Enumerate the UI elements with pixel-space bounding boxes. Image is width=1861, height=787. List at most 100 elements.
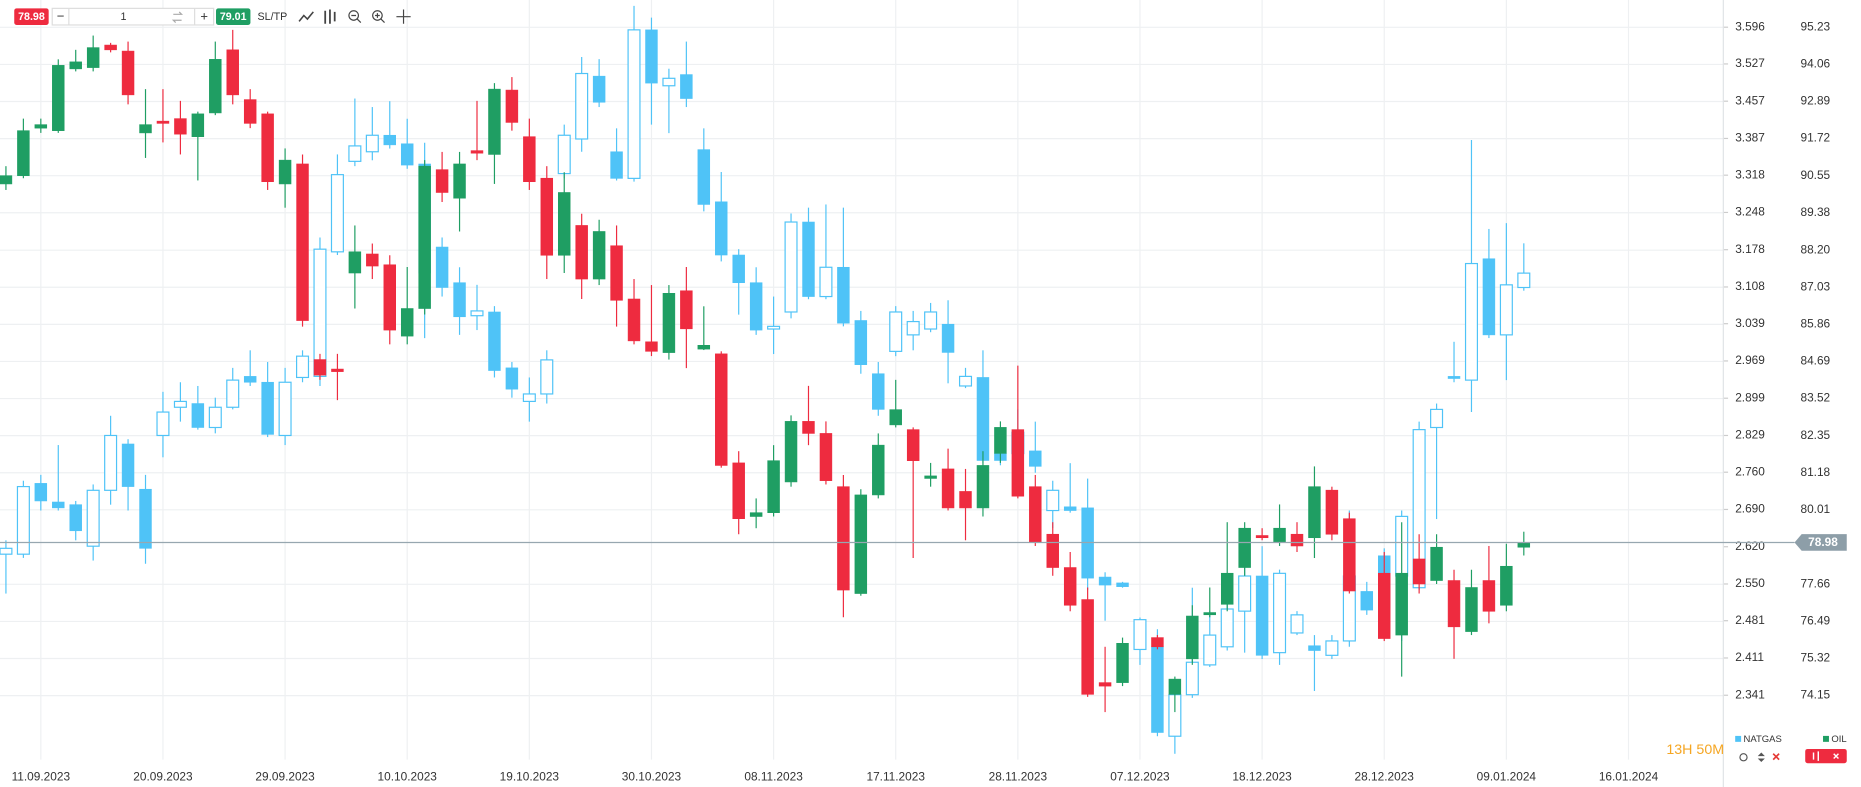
candle-body [540, 359, 554, 395]
y2-tick-label: 3.318 [1735, 167, 1765, 181]
candle-body [505, 89, 519, 123]
candle-body [348, 145, 362, 162]
candle-body [121, 50, 135, 96]
candle-body [662, 293, 676, 353]
candle-body [941, 323, 955, 353]
y2-tick-label: 2.690 [1735, 502, 1765, 516]
x-tick-label: 19.10.2023 [500, 770, 560, 784]
candle-body [1430, 546, 1443, 581]
candle-body [1151, 646, 1164, 733]
candle-body [1500, 565, 1513, 606]
candle-body [226, 49, 239, 96]
candle-body [557, 134, 571, 175]
y-tick-label: 82.35 [1800, 428, 1830, 442]
candle-body [784, 221, 798, 313]
candle-body [540, 177, 554, 256]
sell-box[interactable] [14, 8, 49, 25]
x-tick-label: 16.01.2024 [1599, 770, 1659, 784]
candle-body [1517, 542, 1531, 548]
quantity-input[interactable]: 1 [120, 11, 126, 23]
candle-body [470, 310, 484, 317]
candle-body [453, 282, 466, 318]
candle-body [610, 245, 623, 301]
order-icon[interactable] [1757, 752, 1765, 763]
candle-body [278, 159, 292, 185]
sltp-button[interactable]: SL/TP [258, 11, 288, 23]
candle-body [958, 375, 973, 387]
sell-price[interactable]: 78.98 [18, 11, 45, 23]
candle-body [16, 485, 30, 555]
candle-body [261, 381, 274, 435]
candle-body [1447, 376, 1461, 379]
remove-icon[interactable] [1772, 753, 1780, 761]
x-tick-label: 09.01.2024 [1477, 770, 1537, 784]
oil-controls-glyph [1812, 751, 1839, 761]
candle-body [34, 124, 48, 129]
eye-icon[interactable] [1739, 753, 1748, 762]
candle-body [627, 298, 641, 342]
candle-body [400, 143, 414, 166]
candle-body [1238, 527, 1251, 568]
candle-body [243, 376, 257, 383]
candle-body [1011, 429, 1025, 497]
candle-body [453, 163, 466, 199]
candle-body [156, 411, 170, 437]
candle-body [488, 88, 501, 155]
y-tick-label: 91.72 [1800, 131, 1830, 145]
buy-box[interactable] [216, 8, 251, 25]
y-tick-label: 83.52 [1800, 391, 1830, 405]
candle-body [819, 433, 833, 481]
line-chart-icon[interactable] [298, 11, 314, 22]
candle-body [209, 59, 222, 114]
candle-body [1116, 643, 1129, 683]
candle-icon[interactable] [324, 9, 336, 24]
price-tag-box [1794, 534, 1847, 551]
y-tick-label: 81.18 [1800, 465, 1830, 479]
candle-body [732, 254, 745, 284]
y2-tick-label: 3.596 [1735, 19, 1765, 33]
candle-body [1046, 533, 1059, 568]
candle-body [767, 460, 780, 513]
y-tick-label: 95.23 [1800, 19, 1830, 33]
y2-tick-label: 2.969 [1735, 353, 1765, 367]
y2-tick-label: 2.829 [1735, 428, 1765, 442]
y-tick-label: 80.01 [1800, 502, 1830, 516]
y-tick-label: 87.03 [1800, 279, 1830, 293]
candle-body [627, 29, 641, 179]
x-tick-label: 20.09.2023 [133, 770, 193, 784]
candle-body [86, 489, 100, 547]
legend-label: OIL [1831, 734, 1846, 745]
candle-body [278, 381, 292, 437]
minus-button[interactable]: − [57, 9, 65, 24]
candle-body [1290, 614, 1304, 634]
candle-body [575, 72, 589, 140]
zoom-out[interactable] [348, 10, 360, 21]
candle-body [749, 512, 763, 517]
y2-tick-label: 3.387 [1735, 131, 1765, 145]
candle-body [1395, 572, 1408, 636]
candle-body [872, 444, 885, 496]
candle-body [1412, 558, 1426, 585]
swap-icon[interactable] [171, 11, 184, 24]
y2-tick-label: 2.620 [1735, 539, 1765, 553]
candle-body [610, 151, 623, 179]
candle-body [592, 75, 606, 103]
candle-body [330, 174, 344, 253]
candle-body [697, 149, 711, 205]
candle-body [17, 130, 30, 176]
candle-body [208, 406, 222, 429]
candle-body [121, 443, 135, 487]
candle-body [802, 421, 815, 434]
candle-body [331, 368, 344, 372]
plus-button[interactable]: + [200, 9, 208, 24]
oil-controls[interactable] [1805, 748, 1847, 764]
candle-body [69, 61, 82, 70]
y-tick-label: 88.20 [1800, 242, 1830, 256]
zoom-in[interactable] [372, 10, 383, 21]
y-tick-label: 92.89 [1800, 94, 1830, 108]
candle-body [104, 44, 117, 51]
buy-price[interactable]: 79.01 [220, 11, 247, 23]
crosshair-icon[interactable] [396, 9, 411, 24]
